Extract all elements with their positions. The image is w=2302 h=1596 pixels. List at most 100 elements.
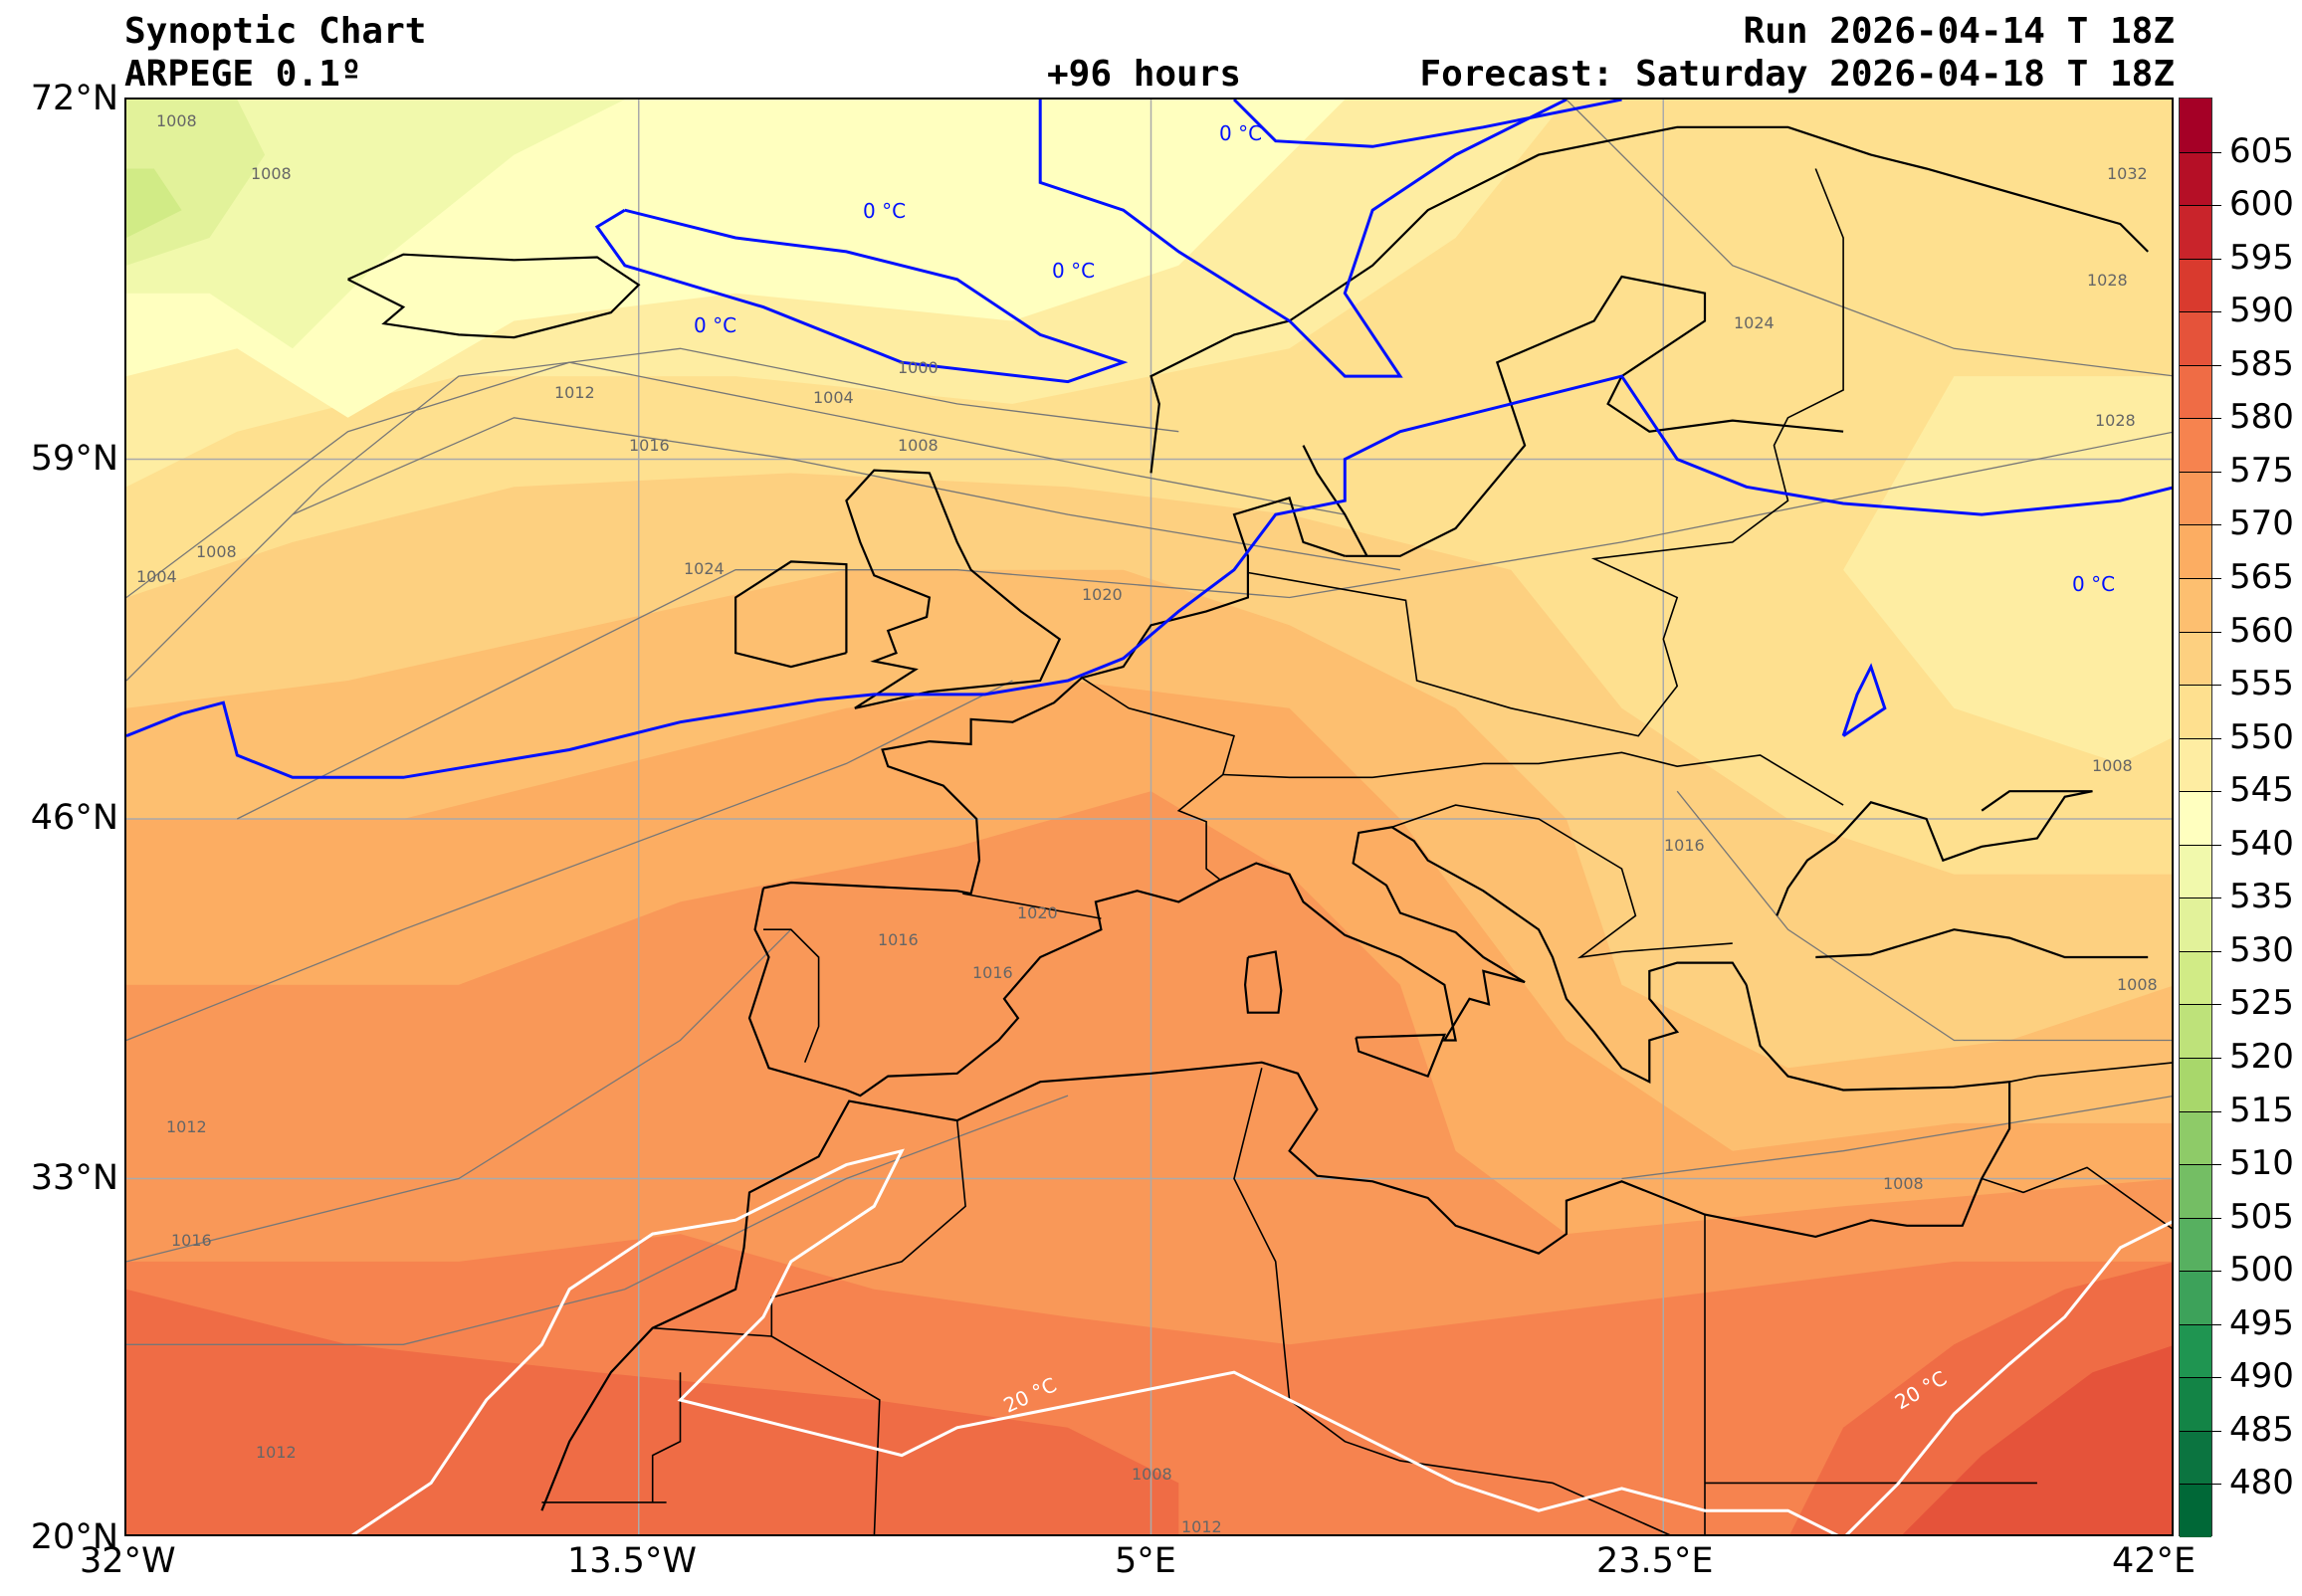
colorbar-tick [2180,1217,2221,1219]
colorbar-tick-label: 495 [2229,1302,2294,1343]
isobar [292,417,1401,571]
isobar-label: 1008 [156,111,197,130]
isobar [126,928,792,1263]
colorbar-band [2180,1164,2211,1219]
country-border [652,1326,772,1337]
colorbar-tick [2180,1484,2221,1486]
isobar-label: 1016 [171,1231,212,1250]
isobar-label: 1028 [2095,411,2136,430]
colorbar-band [2180,258,2211,312]
isobar-label: 1020 [1017,903,1058,922]
isobar-label: 1008 [2092,756,2133,775]
isobar [126,680,1013,1042]
coastline [762,497,1346,896]
isobar-label: 1008 [251,164,292,183]
colorbar-band [2180,151,2211,206]
freezing-level-label: 0 °C [1052,259,1096,283]
colorbar-tick-label: 530 [2229,929,2294,970]
coastline [1243,950,1283,1014]
colorbar-band [2180,99,2211,153]
freezing-level-line [126,374,2172,779]
colorbar-tick [2180,685,2221,687]
field-530 [126,168,182,238]
colorbar-band [2180,631,2211,686]
freezing-level-line [594,208,1129,384]
country-border [1391,804,1733,959]
colorbar-tick-label: 560 [2229,610,2294,651]
colorbar-tick-label: 520 [2229,1037,2294,1077]
run-time: Run 2026-04-14 T 18Z [1743,11,2175,52]
isobar-label: 1016 [878,930,919,949]
country-border [651,1372,682,1502]
colorbar-band [2180,524,2211,579]
colorbar-tick-label: 525 [2229,983,2294,1024]
isobar-label: 1016 [629,436,670,455]
coastline [845,469,1062,709]
colorbar-tick [2180,151,2221,153]
colorbar-tick [2180,631,2221,633]
isobar-label: 1008 [2117,975,2158,994]
colorbar-tick-label: 580 [2229,397,2294,438]
lon-label: 23.5°E [1596,1541,1714,1581]
colorbar-tick [2180,844,2221,846]
freezing-level-label: 0 °C [863,199,907,223]
colorbar-band [2180,950,2211,1005]
isobar [1676,790,2172,1042]
coastline [1815,928,2149,959]
colorbar-tick-label: 590 [2229,291,2294,331]
lat-label: 20°N [30,1517,118,1557]
colorbar-tick [2180,1271,2221,1273]
coastline [1355,1033,1447,1078]
colorbar-tick-label: 605 [2229,130,2294,171]
freezing-level-line [1038,100,1568,378]
lon-label: 32°W [80,1541,176,1581]
colorbar-band [2180,1004,2211,1059]
lat-label: 72°N [30,79,118,118]
temp-20-line [350,1148,1839,1534]
coastline [1842,790,2093,863]
isobar-label: 1012 [256,1443,297,1462]
colorbar [2179,98,2221,1538]
lon-label: 13.5°W [567,1541,698,1581]
country-border [1981,1166,2172,1230]
colorbar-tick [2180,471,2221,473]
colorbar-band [2180,471,2211,525]
colorbar-band [2180,418,2211,473]
coastline [1150,125,2149,474]
forecast-lead-time: +96 hours [1047,54,1242,95]
colorbar-tick-label: 600 [2229,184,2294,225]
lat-label: 33°N [30,1158,118,1198]
country-border [1247,168,1844,737]
colorbar-band [2180,737,2211,792]
colorbar-tick [2180,258,2221,260]
colorbar-tick-label: 575 [2229,450,2294,491]
colorbar-band [2180,364,2211,419]
freezing-level-line [1232,100,1622,148]
colorbar-tick-label: 570 [2229,503,2294,544]
colorbar-band [2180,205,2211,260]
isobar [126,1095,1069,1345]
colorbar-tick-label: 535 [2229,877,2294,917]
isobar-label: 1012 [166,1117,207,1136]
colorbar-tick-label: 500 [2229,1250,2294,1291]
colorbar-band [2180,1058,2211,1112]
colorbar-band [2180,1110,2211,1165]
coastline [1776,832,1844,916]
colorbar-tick [2180,418,2221,420]
coastline [747,826,1748,1097]
isobar-label: 1000 [898,358,939,377]
colorbar-tick-label: 585 [2229,343,2294,384]
isobar-label: 1004 [813,388,854,407]
colorbar-tick [2180,1377,2221,1379]
isobar-label: 1008 [898,436,939,455]
country-border [1233,1068,1671,1534]
colorbar-tick [2180,1004,2221,1006]
isobar-label: 1032 [2107,164,2148,183]
isobar-label: 1004 [136,567,177,586]
isobar-label: 1008 [1883,1174,1924,1193]
field-550-east [1843,376,2172,764]
colorbar-tick-label: 490 [2229,1356,2294,1397]
isobar-label: 1008 [1132,1465,1172,1484]
chart-title: Synoptic Chart [124,11,427,52]
colorbar-tick [2180,1430,2221,1432]
